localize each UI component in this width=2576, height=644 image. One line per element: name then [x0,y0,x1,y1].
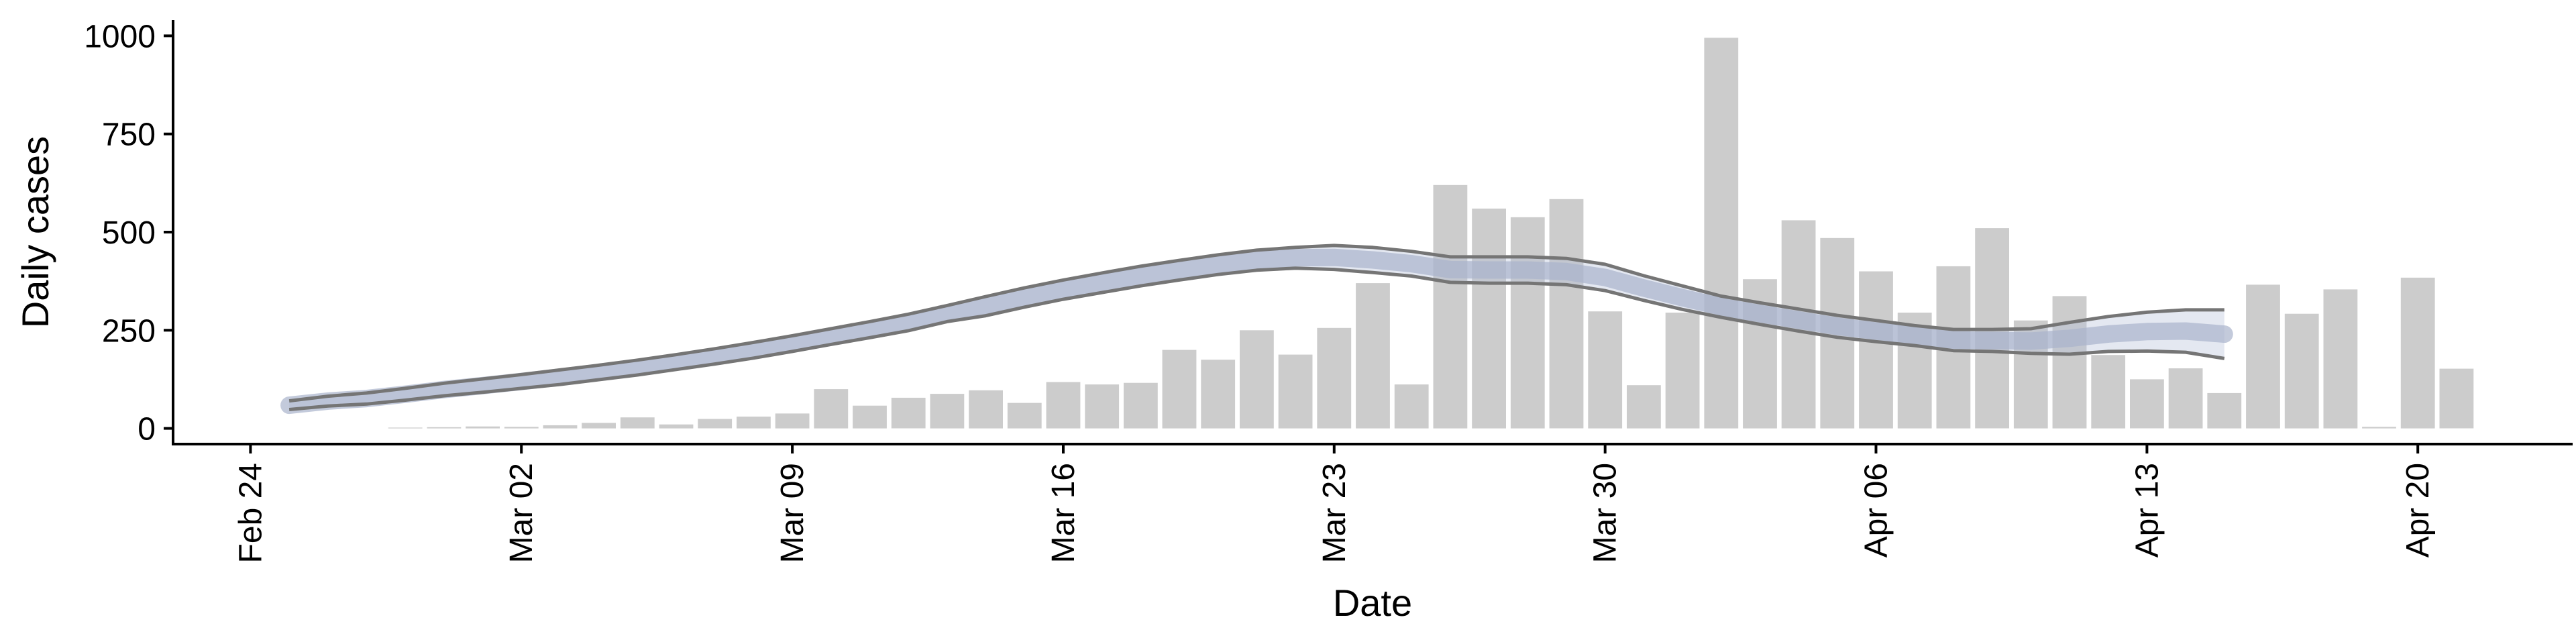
case-bar [2439,368,2474,429]
case-bar [2091,355,2126,429]
case-bar [1240,330,1274,429]
case-bar [1549,199,1584,429]
case-bar [930,394,965,429]
case-bar [1124,382,1158,429]
case-bar [2400,277,2435,429]
case-bar [1356,283,1390,429]
bars-layer [388,38,2474,429]
y-tick-label: 750 [102,117,156,153]
case-bar [814,389,849,429]
estimate-upper-line [288,244,2224,403]
x-axis-title: Date [1333,582,1412,624]
case-bar [1627,385,1661,429]
case-bar [853,405,887,429]
x-tick-label: Apr 13 [2129,463,2165,557]
case-bar [1085,384,1120,429]
case-bar [1007,402,1042,429]
case-bar [582,423,616,429]
case-bar [1162,350,1197,429]
case-bar [775,413,810,429]
y-tick-label: 1000 [84,19,156,54]
case-bar [1201,360,1236,429]
estimate-lower-line [288,266,2225,411]
x-tick-label: Apr 06 [1859,463,1894,557]
y-ticks: 0 250 500 750 1000 [84,19,173,447]
case-bar [2284,313,2319,429]
x-tick-label: Feb 24 [233,463,268,563]
case-bar [543,425,578,429]
case-bar [1510,217,1545,429]
x-tick-label: Mar 16 [1046,463,1081,563]
case-bar [2168,368,2203,429]
case-bar [969,390,1003,429]
case-bar [388,427,423,429]
case-bar [2246,284,2280,429]
case-bar [698,419,733,429]
case-bar [891,397,926,429]
case-bar [1704,38,1739,429]
case-bar [1588,311,1623,429]
x-tick-label: Mar 02 [504,463,539,563]
x-tick-label: Mar 09 [775,463,810,563]
x-tick-label: Mar 23 [1317,463,1352,563]
y-axis-title: Daily cases [14,136,56,328]
case-bar [1665,313,1700,429]
case-bar [504,427,539,429]
x-tick-label: Apr 20 [2400,463,2436,557]
case-bar [737,417,771,429]
case-bar [1472,208,1506,429]
x-ticks: Feb 24 Mar 02 Mar 09 Mar 16 Mar 23 Mar 30 Apr … [233,444,2436,563]
case-bar [427,427,462,429]
case-bar [2130,379,2164,429]
case-bar [2052,296,2087,429]
estimate-median-line [280,248,2233,415]
case-bar [466,426,500,429]
x-tick-label: Mar 30 [1588,463,1623,563]
case-bar [1046,382,1081,429]
case-bar [1317,327,1352,429]
case-bar [2362,427,2396,429]
y-tick-label: 250 [102,313,156,349]
case-bar [1394,384,1429,429]
case-bar [659,424,694,429]
band-layer [280,244,2233,415]
case-bar [1859,271,1893,429]
y-tick-label: 500 [102,215,156,251]
y-tick-label: 0 [138,412,156,447]
case-bar [620,417,655,429]
case-bar [1433,184,1468,429]
case-bar [2207,392,2242,429]
case-bar [1278,354,1313,429]
case-bar [2323,289,2358,429]
